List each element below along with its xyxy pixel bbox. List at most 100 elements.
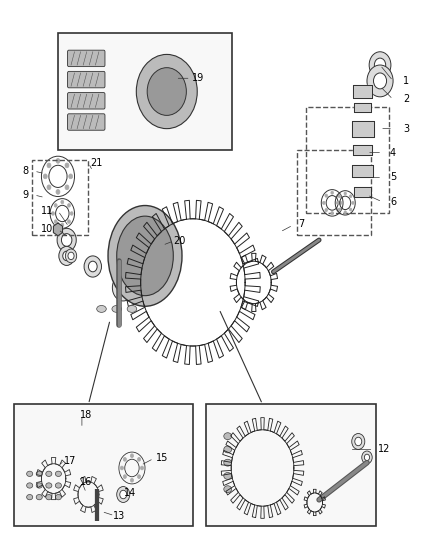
Circle shape [120,490,127,499]
Circle shape [331,212,333,215]
Circle shape [61,223,64,227]
Text: 12: 12 [378,445,391,455]
Ellipse shape [136,54,197,128]
Polygon shape [53,223,63,236]
Text: 11: 11 [41,206,53,216]
Circle shape [56,158,60,163]
Ellipse shape [147,68,186,115]
Circle shape [56,189,60,195]
Bar [14,405,193,526]
Ellipse shape [55,471,61,477]
Circle shape [350,208,352,211]
Circle shape [68,252,74,260]
Circle shape [65,185,69,190]
FancyBboxPatch shape [67,50,105,67]
Text: 6: 6 [390,197,396,207]
Ellipse shape [46,483,52,488]
Ellipse shape [36,471,42,477]
Ellipse shape [224,433,232,440]
Circle shape [344,211,346,214]
Text: 4: 4 [390,148,396,158]
Circle shape [374,58,386,72]
Circle shape [113,274,134,301]
Circle shape [141,466,144,470]
Bar [354,188,371,197]
Circle shape [54,204,57,207]
Circle shape [331,191,333,194]
Circle shape [61,233,72,246]
Ellipse shape [224,459,232,466]
Text: 16: 16 [80,477,92,487]
Circle shape [325,208,328,212]
Circle shape [369,52,391,78]
FancyBboxPatch shape [67,114,105,130]
Bar [354,103,371,112]
Ellipse shape [36,495,42,500]
Circle shape [374,73,387,89]
Circle shape [65,249,77,263]
Circle shape [325,194,328,197]
Circle shape [350,195,352,198]
Text: 14: 14 [124,488,136,498]
Bar [306,108,389,214]
Circle shape [337,208,339,212]
Ellipse shape [46,471,52,477]
Text: 21: 21 [90,158,102,168]
Circle shape [67,220,71,223]
Bar [352,120,374,136]
Text: 8: 8 [22,166,28,176]
Text: 10: 10 [41,224,53,235]
Circle shape [344,192,346,195]
Bar [206,405,376,526]
Ellipse shape [55,483,61,488]
Bar [352,165,373,177]
Circle shape [352,433,365,449]
Circle shape [355,437,362,446]
Circle shape [117,487,130,503]
Text: 20: 20 [173,236,185,246]
Circle shape [69,174,73,179]
Text: 15: 15 [156,454,169,463]
Ellipse shape [55,495,61,500]
Circle shape [84,256,102,277]
Circle shape [367,65,393,97]
Ellipse shape [46,495,52,500]
Circle shape [138,457,141,461]
Circle shape [337,194,339,197]
Text: 5: 5 [390,172,396,182]
Circle shape [43,174,47,179]
Circle shape [59,246,74,265]
Text: 18: 18 [80,410,92,420]
Bar [32,160,88,235]
Polygon shape [352,165,373,177]
Circle shape [339,201,342,205]
Text: 13: 13 [113,511,125,521]
Ellipse shape [27,483,33,488]
Circle shape [65,163,69,168]
Polygon shape [352,120,374,136]
Circle shape [57,228,76,252]
Ellipse shape [224,472,232,479]
Circle shape [131,478,134,482]
Circle shape [120,466,124,470]
Circle shape [123,457,127,461]
Circle shape [336,201,339,204]
Polygon shape [353,145,372,155]
Bar [58,33,232,150]
Polygon shape [354,188,371,197]
FancyBboxPatch shape [67,93,105,109]
Circle shape [362,451,372,464]
Circle shape [123,475,127,479]
Circle shape [117,281,129,295]
Bar [297,150,371,235]
Circle shape [47,163,51,168]
Text: 19: 19 [192,73,205,83]
Bar [353,145,372,155]
Ellipse shape [27,495,33,500]
Text: 7: 7 [299,219,305,229]
Circle shape [52,212,54,215]
Circle shape [67,204,71,207]
Ellipse shape [117,216,173,296]
Bar [353,85,372,98]
Ellipse shape [112,305,121,312]
